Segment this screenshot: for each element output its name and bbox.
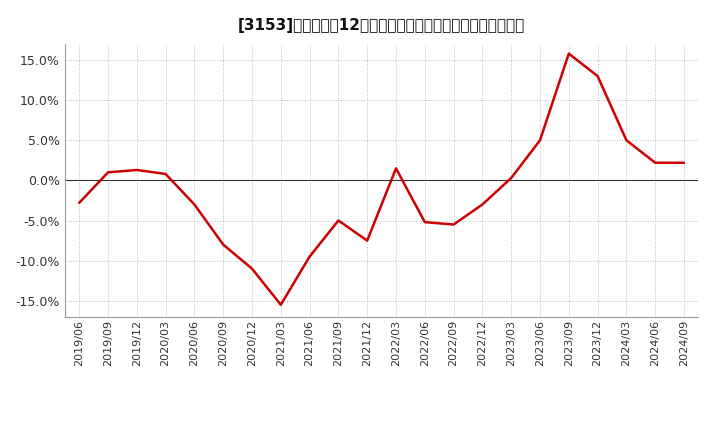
Title: [3153]　売上高の12か月移動合計の対前年同期増減率の推移: [3153] 売上高の12か月移動合計の対前年同期増減率の推移 [238,18,525,33]
